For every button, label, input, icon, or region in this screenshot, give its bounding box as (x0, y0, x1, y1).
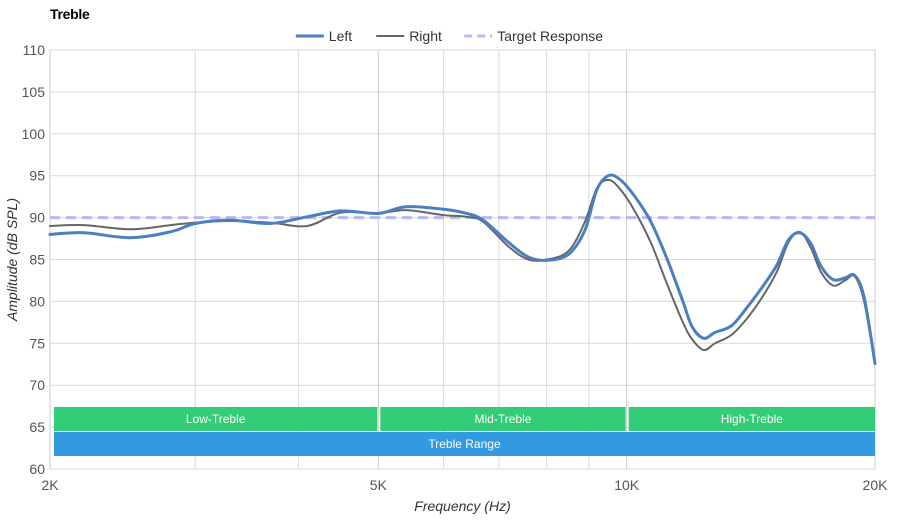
legend-item-target-response: Target Response (464, 28, 603, 44)
band-label-treble-range: Treble Range (428, 437, 501, 451)
legend-label-left: Left (329, 28, 352, 44)
y-tick-label: 95 (29, 168, 45, 184)
y-tick-label: 105 (22, 84, 46, 100)
y-tick-label: 100 (22, 126, 46, 142)
series-line-left (48, 173, 877, 365)
band-label-mid-treble: Mid-Treble (475, 412, 532, 426)
band-low-treble (54, 407, 378, 431)
y-tick-label: 65 (29, 419, 45, 435)
band-label-high-treble: High-Treble (721, 412, 784, 426)
legend-item-right: Right (376, 28, 442, 44)
x-tick-label: 5K (370, 477, 388, 493)
y-tick-label: 60 (29, 461, 45, 477)
legend-label-right: Right (409, 28, 442, 44)
x-tick-label: 10K (614, 477, 640, 493)
y-tick-label: 85 (29, 252, 45, 268)
y-tick-label: 75 (29, 335, 45, 351)
legend-label-target-response: Target Response (497, 28, 603, 44)
y-tick-label: 70 (29, 377, 45, 393)
y-tick-label: 90 (29, 210, 45, 226)
legend-item-left: Left (295, 28, 352, 44)
chart-legend: Left Right Target Response (295, 28, 603, 44)
band-high-treble (628, 407, 875, 431)
chart-title: Treble (50, 6, 90, 22)
y-tick-label: 80 (29, 293, 45, 309)
x-axis-title: Frequency (Hz) (414, 498, 510, 514)
band-label-low-treble: Low-Treble (186, 412, 246, 426)
y-axis-title: Amplitude (dB SPL) (4, 198, 20, 322)
x-tick-label: 2K (41, 477, 59, 493)
band-treble-range (54, 432, 875, 456)
y-tick-label: 110 (23, 42, 46, 58)
x-tick-label: 20K (863, 477, 889, 493)
band-mid-treble (380, 407, 626, 431)
